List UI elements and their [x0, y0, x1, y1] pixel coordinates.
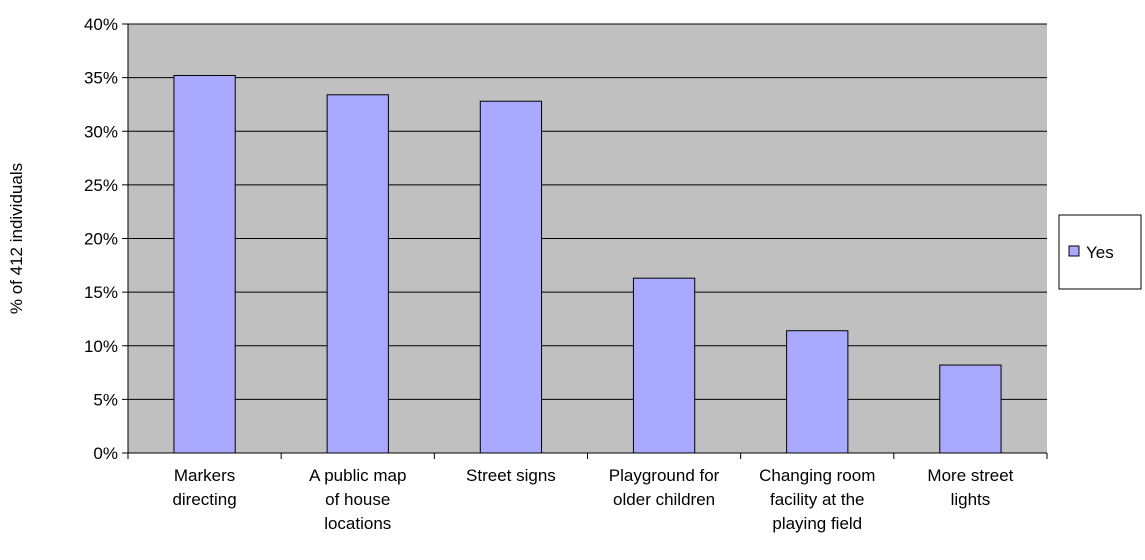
x-category-label-line: A public map	[309, 466, 406, 485]
bar-0	[173, 74, 236, 454]
x-category-label-line: More street	[927, 466, 1013, 485]
x-category-label: Markers directing	[172, 466, 236, 509]
x-category-label-line: older children	[613, 490, 715, 509]
x-category-label: Playground for older children	[609, 466, 720, 509]
x-category-label-line: lights	[951, 490, 991, 509]
x-category-label-line: playing field	[772, 514, 862, 533]
y-tick-label: 40%	[84, 15, 118, 34]
x-category-label: More street lights	[927, 466, 1013, 509]
y-tick-label: 20%	[84, 230, 118, 249]
bar-3	[632, 277, 696, 454]
x-category-label-line: Markers	[174, 466, 235, 485]
y-tick-label: 10%	[84, 337, 118, 356]
x-category-label: Changing room facility at the playing fiel…	[759, 466, 875, 533]
y-tick-label: 35%	[84, 69, 118, 88]
y-tick-label: 30%	[84, 122, 118, 141]
x-category-label-line: Changing room	[759, 466, 875, 485]
y-axis-title: % of 412 individuals	[7, 163, 26, 314]
legend-swatch	[1068, 245, 1080, 257]
y-tick-label: 0%	[93, 444, 118, 463]
legend: Yes	[1058, 214, 1142, 290]
y-tick-label: 5%	[93, 390, 118, 409]
x-category-label-line: Playground for	[609, 466, 720, 485]
x-axis-ticks: Markers directing A public map of house loca…	[127, 453, 1048, 533]
bar-2	[479, 100, 543, 454]
x-category-label: A public map of house locations	[309, 466, 406, 533]
bar-1	[326, 94, 389, 454]
y-axis-ticks: 0% 5% 10% 15% 20% 25% 30% 35% 40%	[84, 15, 128, 463]
y-tick-label: 25%	[84, 176, 118, 195]
bars	[173, 74, 1002, 454]
x-category-label-line: Street signs	[466, 466, 556, 485]
x-category-label-line: facility at the	[770, 490, 865, 509]
bar-4	[786, 330, 849, 454]
gridlines	[128, 23, 1047, 400]
x-category-label-line: locations	[324, 514, 391, 533]
legend-label: Yes	[1086, 243, 1114, 262]
bar-5	[939, 364, 1002, 454]
y-tick-label: 15%	[84, 283, 118, 302]
x-category-label-line: of house	[325, 490, 390, 509]
x-category-label-line: directing	[172, 490, 236, 509]
x-category-label: Street signs	[466, 466, 556, 485]
